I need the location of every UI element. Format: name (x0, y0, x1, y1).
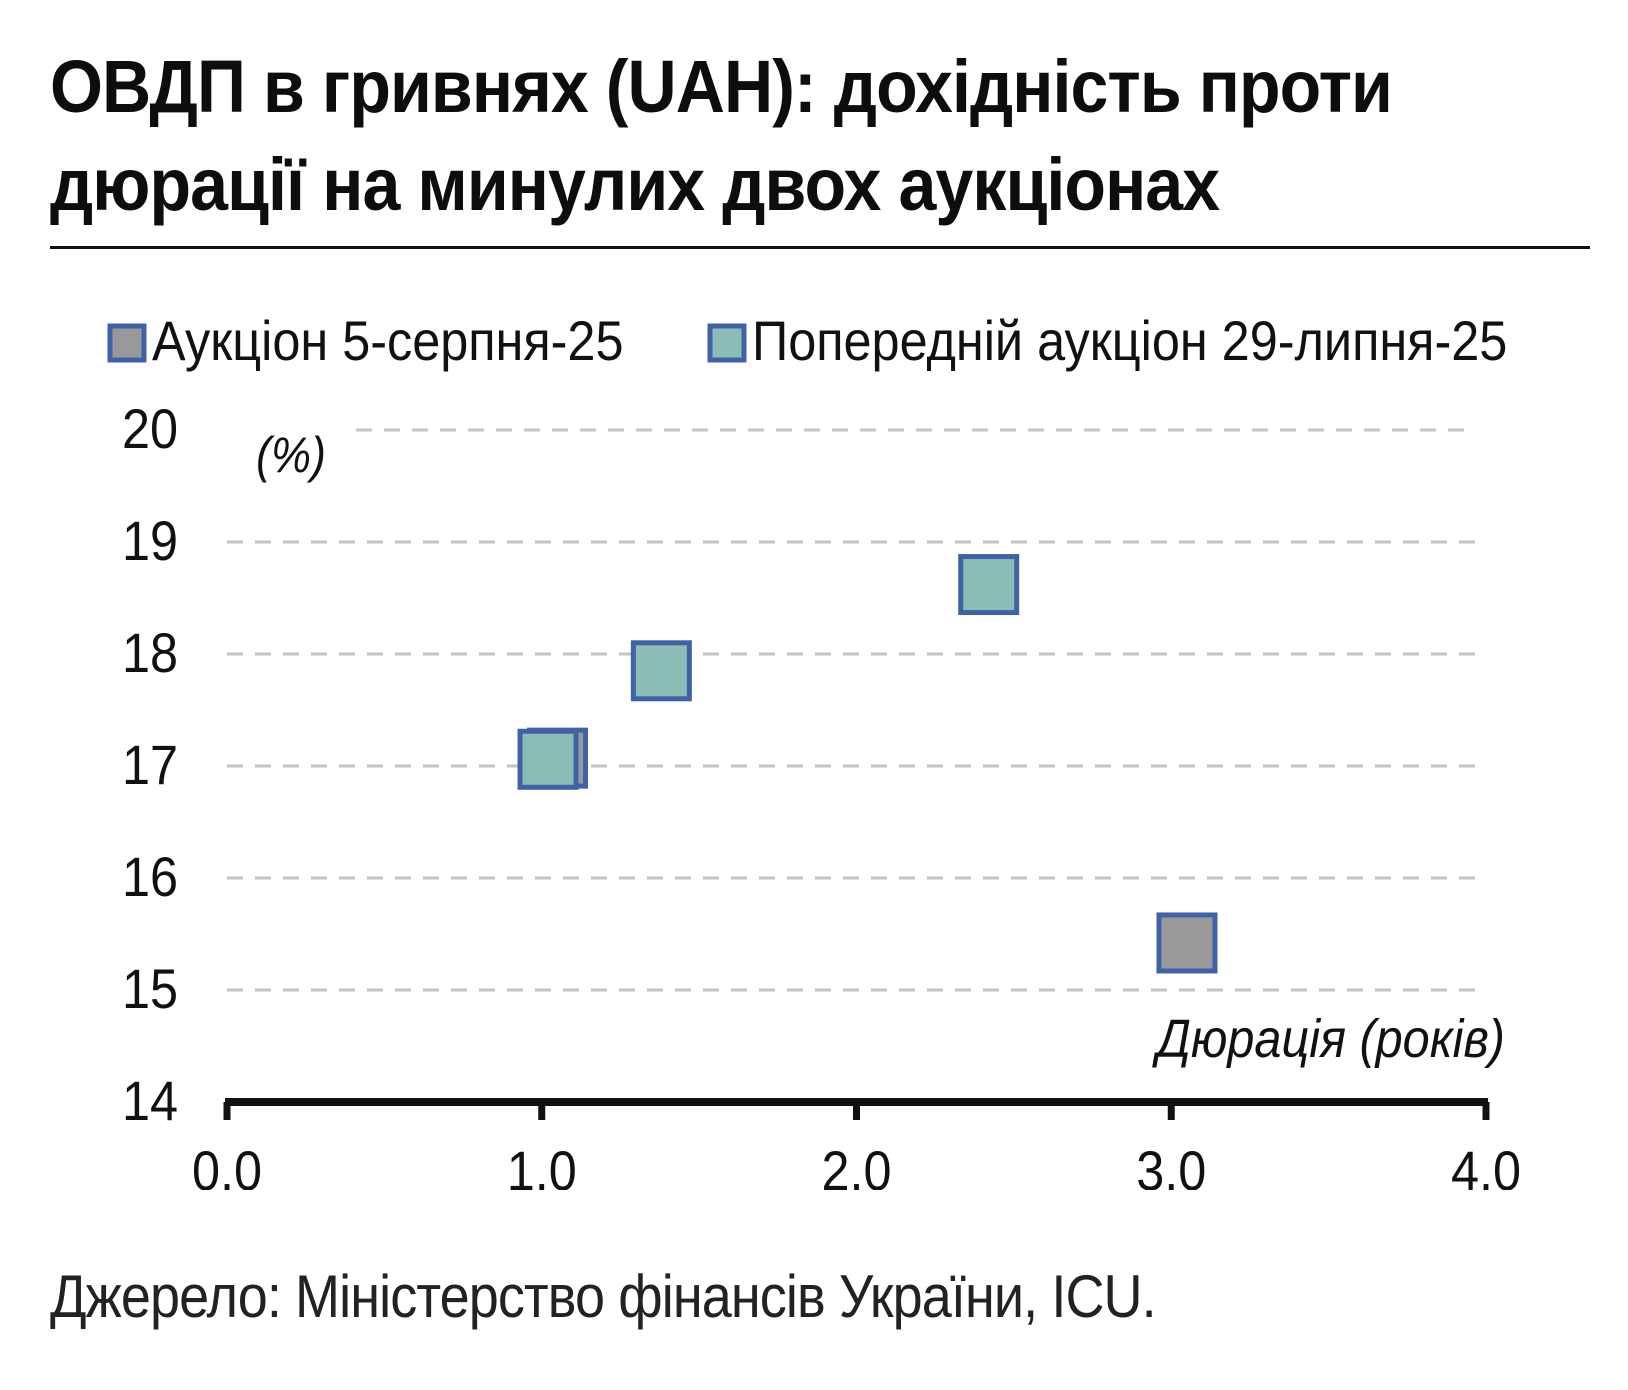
legend-swatch-1 (107, 323, 147, 363)
chart-legend: Аукціон 5-серпня-25 Попередній аукціон 29… (107, 311, 1507, 373)
point-series-2-3 (958, 554, 1020, 616)
y-tick-label: 18 (122, 623, 178, 685)
point-series-1-2 (1156, 912, 1218, 974)
y-tick-label: 19 (122, 511, 178, 573)
y-tick-label: 20 (122, 399, 178, 461)
title-divider (50, 246, 1590, 249)
legend-label-2: Попередній аукціон 29-липня-25 (752, 311, 1507, 373)
x-axis-label: Дюрація (років) (1152, 1008, 1505, 1069)
x-tick-label: 0.0 (192, 1141, 262, 1190)
y-axis-ticks: 14 15 16 17 18 19 20 (122, 399, 178, 1133)
x-tick-label: 4.0 (1451, 1141, 1521, 1190)
chart-title-line-2: дюрації на минулих двох аукціонах (50, 143, 1220, 226)
x-tick-label: 3.0 (1136, 1141, 1206, 1190)
y-tick-label: 15 (122, 959, 178, 1021)
y-axis-label: (%) (256, 428, 326, 484)
x-axis: 0.0 1.0 2.0 3.0 4.0 (192, 1098, 1521, 1190)
point-series-2-1 (517, 728, 579, 790)
y-tick-label: 17 (122, 735, 178, 797)
source-note: Джерело: Міністерство фінансів України, … (50, 1263, 1157, 1330)
y-tick-label: 14 (122, 1071, 178, 1133)
chart-title-line-1: ОВДП в гривнях (UAH): дохідність проти (50, 45, 1393, 128)
data-points (517, 554, 1218, 974)
y-tick-label: 16 (122, 847, 178, 909)
legend-swatch-2 (707, 323, 747, 363)
legend-label-1: Аукціон 5-серпня-25 (152, 311, 624, 373)
x-tick-label: 1.0 (507, 1141, 577, 1190)
gridlines (227, 428, 1476, 992)
point-series-2-2 (630, 640, 692, 702)
x-tick-label: 2.0 (821, 1141, 891, 1190)
scatter-chart: Аукціон 5-серпня-25 Попередній аукціон 29… (107, 311, 1521, 1190)
chart-title: ОВДП в гривнях (UAH): дохідність проти д… (50, 38, 1467, 234)
